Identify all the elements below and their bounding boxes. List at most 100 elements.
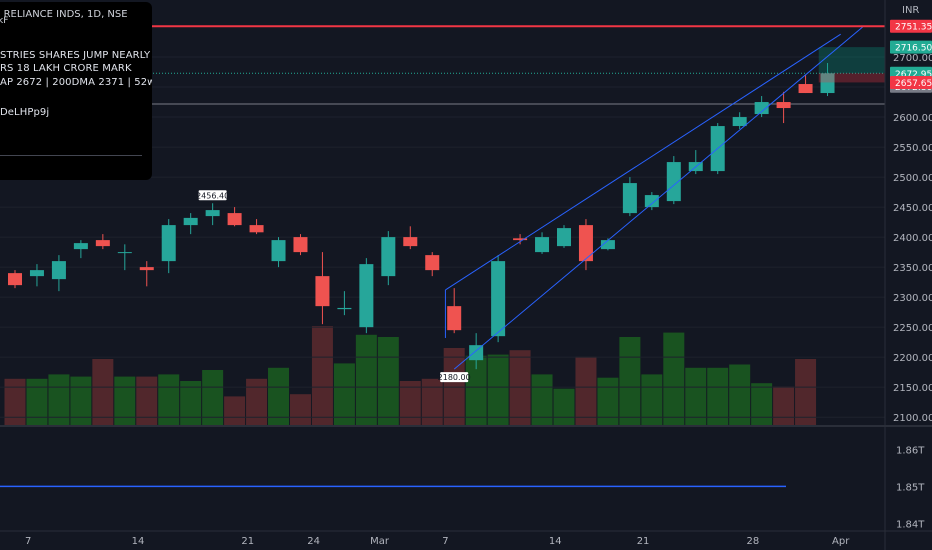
- candle-body: [227, 213, 242, 226]
- candle-body: [161, 225, 176, 262]
- candle-body: [513, 238, 528, 241]
- time-tick-label: 14: [132, 536, 145, 547]
- price-tick-label: 2600.00: [893, 113, 932, 124]
- symbol-prefix: kF: [0, 16, 9, 26]
- news-line-3: AP 2672 | 200DMA 2371 | 52w HL: [0, 77, 152, 88]
- candle-body: [205, 210, 220, 217]
- volume-bar: [26, 378, 48, 425]
- indicator-tick-label: 1.84T: [896, 520, 925, 531]
- channel-upper-line: [445, 33, 841, 291]
- time-tick-label: 24: [307, 536, 320, 547]
- volume-bar: [487, 354, 509, 425]
- volume-bar: [421, 378, 443, 425]
- candle-body: [381, 237, 396, 277]
- news-line-4: DeLHPp9j: [0, 107, 50, 118]
- news-header: kF RELIANCE INDS, 1D, NSE: [0, 9, 136, 26]
- indicator-tick-label: 1.85T: [896, 482, 925, 493]
- callout-label: 2456.40: [196, 191, 229, 200]
- volume-bar: [136, 376, 158, 425]
- candle-body: [359, 264, 374, 328]
- candle-body: [249, 225, 264, 233]
- candle-body: [403, 237, 418, 247]
- volume-bar: [575, 356, 597, 425]
- volume-bar: [465, 355, 487, 425]
- volume-bar: [114, 376, 136, 425]
- volume-bar: [355, 334, 377, 425]
- candle-body: [447, 306, 462, 331]
- candle-body: [117, 252, 132, 254]
- candle-body: [139, 267, 154, 271]
- volume-bar: [70, 376, 92, 425]
- candle-body: [798, 84, 813, 94]
- indicator-tick-label: 1.86T: [896, 445, 925, 456]
- time-tick-label: 7: [442, 536, 448, 547]
- volume-bar: [289, 394, 311, 425]
- volume-bar: [707, 367, 729, 425]
- price-tick-label: 2700.00: [893, 53, 932, 64]
- candle-body: [293, 237, 308, 253]
- time-tick-label: 7: [25, 536, 31, 547]
- volume-bar: [729, 364, 751, 425]
- time-tick-label: 14: [549, 536, 562, 547]
- price-badge-label: 2657.65: [895, 79, 932, 89]
- price-badge-bg: [890, 75, 932, 89]
- volume-bar: [92, 359, 114, 425]
- price-tick-label: 2350.00: [893, 263, 932, 274]
- news-panel: kF RELIANCE INDS, 1D, NSE STRIES SHARES …: [0, 2, 152, 180]
- volume-bar: [663, 332, 685, 425]
- price-tick-label: 2300.00: [893, 293, 932, 304]
- price-badge-bg: [890, 40, 932, 54]
- price-tick-label: 2100.00: [893, 413, 932, 424]
- volume-bar: [553, 388, 575, 425]
- candle-body: [73, 243, 88, 250]
- candle-body: [622, 183, 637, 214]
- candle-body: [29, 270, 44, 277]
- pane-separator: [0, 425, 932, 427]
- price-tick-label: 2150.00: [893, 383, 932, 394]
- volume-bar: [268, 367, 290, 425]
- volume-bar: [311, 326, 333, 425]
- volume-layer: [4, 326, 817, 425]
- candle-body: [8, 273, 22, 286]
- price-badge-label: 2672.95: [895, 70, 932, 80]
- symbol-title: RELIANCE INDS, 1D, NSE: [3, 9, 128, 20]
- candle-body: [425, 255, 440, 271]
- candle-body: [315, 276, 330, 307]
- candle-body: [820, 73, 835, 94]
- volume-bar: [751, 383, 773, 425]
- candle-body: [337, 307, 352, 310]
- candle-body: [754, 102, 769, 115]
- volume-bar: [202, 370, 224, 425]
- volume-bar: [597, 377, 619, 425]
- price-tick-label: 2500.00: [893, 173, 932, 184]
- volume-bar: [224, 396, 246, 425]
- candle-body: [578, 225, 593, 262]
- price-tick-label: 2200.00: [893, 353, 932, 364]
- time-tick-label: 21: [241, 536, 254, 547]
- news-divider: [0, 155, 142, 156]
- candle-body: [183, 217, 198, 226]
- volume-bar: [333, 363, 355, 425]
- candle-body: [600, 240, 615, 250]
- volume-bar: [399, 381, 421, 425]
- time-tick-label: 28: [746, 536, 759, 547]
- volume-bar: [180, 381, 202, 425]
- candle-body: [557, 228, 571, 247]
- callout-box: [440, 372, 469, 383]
- price-badge-label: 2716.50: [895, 44, 932, 54]
- candle-body: [271, 240, 286, 262]
- loss-zone: [818, 73, 885, 83]
- price-tick-label: 2250.00: [893, 323, 932, 334]
- candle-body: [535, 237, 550, 253]
- price-tick-label: 2450.00: [893, 203, 932, 214]
- price-badge-label: 2751.35: [895, 23, 932, 33]
- callout-label: 2180.00: [438, 373, 471, 382]
- time-tick-label: Apr: [832, 536, 850, 547]
- news-line-1: STRIES SHARES JUMP NEARLY 2%;: [0, 50, 152, 61]
- time-tick-label: Mar: [370, 536, 390, 547]
- volume-bar: [795, 359, 817, 425]
- candle-body: [666, 162, 681, 202]
- time-tick-label: 21: [637, 536, 650, 547]
